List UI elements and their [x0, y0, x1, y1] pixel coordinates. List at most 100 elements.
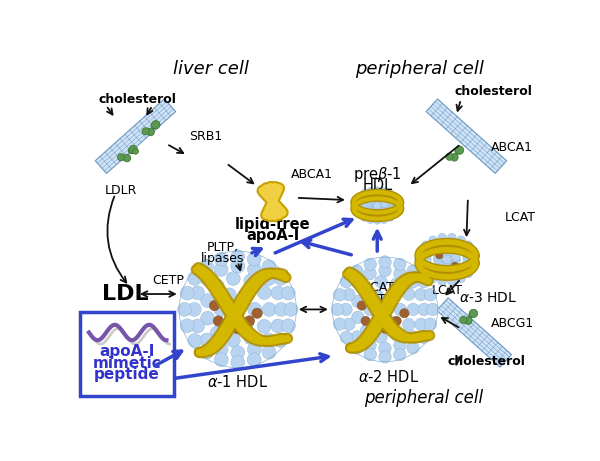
Circle shape — [191, 319, 205, 333]
Circle shape — [448, 277, 456, 285]
Circle shape — [274, 334, 288, 348]
Circle shape — [394, 349, 406, 361]
Circle shape — [375, 331, 387, 343]
Circle shape — [152, 121, 160, 129]
Circle shape — [178, 302, 191, 316]
Circle shape — [443, 255, 451, 264]
Circle shape — [371, 197, 379, 205]
Circle shape — [379, 205, 387, 213]
Circle shape — [357, 201, 365, 209]
Circle shape — [460, 316, 467, 324]
Circle shape — [247, 353, 261, 366]
Circle shape — [464, 317, 472, 325]
Circle shape — [343, 318, 355, 331]
Circle shape — [469, 248, 478, 256]
Circle shape — [394, 206, 402, 214]
Circle shape — [424, 289, 437, 301]
Circle shape — [421, 269, 430, 278]
Circle shape — [360, 325, 373, 337]
Circle shape — [455, 146, 464, 154]
Circle shape — [424, 260, 433, 269]
Circle shape — [448, 233, 456, 242]
Circle shape — [439, 239, 448, 248]
Circle shape — [361, 214, 368, 221]
Circle shape — [386, 195, 394, 203]
Circle shape — [424, 318, 437, 330]
Circle shape — [380, 324, 389, 333]
Circle shape — [367, 216, 374, 224]
Circle shape — [239, 288, 253, 302]
Circle shape — [223, 288, 236, 302]
Circle shape — [434, 258, 443, 266]
Circle shape — [231, 302, 245, 316]
Circle shape — [424, 250, 433, 258]
Text: peripheral cell: peripheral cell — [364, 389, 484, 407]
Circle shape — [368, 212, 376, 220]
Text: PLTP: PLTP — [365, 293, 394, 306]
Circle shape — [394, 339, 406, 351]
Circle shape — [429, 236, 437, 244]
Circle shape — [361, 208, 368, 216]
Circle shape — [383, 193, 391, 201]
Circle shape — [389, 198, 397, 206]
Circle shape — [373, 196, 381, 204]
Text: cholesterol: cholesterol — [455, 85, 533, 98]
Text: $\alpha$-3 HDL: $\alpha$-3 HDL — [458, 291, 517, 305]
Circle shape — [200, 294, 215, 307]
Circle shape — [451, 253, 460, 261]
Circle shape — [352, 296, 364, 308]
Circle shape — [400, 308, 409, 318]
Circle shape — [463, 255, 472, 264]
Circle shape — [223, 317, 236, 331]
Circle shape — [406, 331, 419, 343]
Circle shape — [457, 236, 465, 244]
Circle shape — [366, 200, 374, 208]
Circle shape — [188, 334, 202, 348]
Circle shape — [407, 303, 419, 316]
Circle shape — [376, 197, 383, 205]
Circle shape — [386, 189, 394, 197]
Circle shape — [262, 302, 276, 316]
Circle shape — [391, 329, 403, 341]
Circle shape — [453, 241, 461, 250]
Polygon shape — [437, 298, 512, 367]
Text: $\alpha$-1 HDL: $\alpha$-1 HDL — [207, 374, 268, 390]
Circle shape — [364, 258, 376, 271]
Circle shape — [331, 303, 343, 316]
Text: HDL: HDL — [362, 178, 392, 193]
Circle shape — [380, 216, 388, 224]
Text: LCAT: LCAT — [505, 211, 536, 224]
Circle shape — [386, 214, 394, 221]
Circle shape — [455, 148, 461, 154]
Text: cholesterol: cholesterol — [447, 355, 525, 368]
Circle shape — [369, 206, 377, 213]
Circle shape — [214, 353, 228, 366]
Circle shape — [436, 252, 443, 259]
Circle shape — [133, 148, 139, 154]
Circle shape — [244, 274, 258, 288]
Circle shape — [448, 261, 456, 270]
Circle shape — [340, 331, 353, 343]
Circle shape — [429, 274, 437, 283]
Polygon shape — [426, 99, 506, 173]
Circle shape — [371, 290, 383, 302]
Circle shape — [380, 188, 388, 195]
Circle shape — [380, 200, 388, 208]
Circle shape — [380, 203, 388, 211]
Circle shape — [445, 248, 453, 256]
Circle shape — [244, 331, 258, 345]
Circle shape — [451, 258, 460, 266]
Circle shape — [209, 301, 220, 311]
Circle shape — [394, 197, 402, 205]
Text: PLTP,: PLTP, — [206, 241, 238, 254]
Text: SRB1: SRB1 — [189, 130, 222, 142]
Circle shape — [364, 267, 376, 280]
Circle shape — [441, 248, 449, 256]
Circle shape — [415, 255, 424, 264]
Circle shape — [364, 339, 376, 351]
Circle shape — [394, 258, 406, 271]
Circle shape — [213, 316, 224, 326]
Circle shape — [200, 333, 214, 347]
Circle shape — [457, 274, 465, 283]
Circle shape — [364, 211, 371, 218]
